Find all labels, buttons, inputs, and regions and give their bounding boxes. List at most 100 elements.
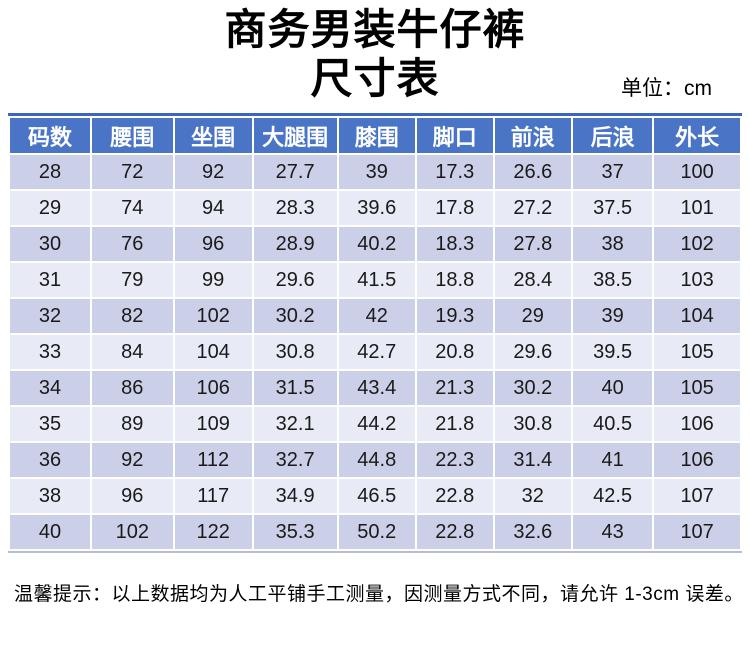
column-header-knee: 膝围	[338, 118, 415, 153]
table-cell: 28.4	[494, 263, 571, 297]
table-cell: 31.4	[494, 443, 571, 477]
table-cell: 72	[91, 155, 173, 189]
table-cell: 32.1	[253, 407, 337, 441]
table-cell: 33	[10, 335, 90, 369]
table-cell: 89	[91, 407, 173, 441]
table-cell: 32.7	[253, 443, 337, 477]
table-cell: 109	[174, 407, 252, 441]
table-row: 30 76 96 28.9 40.2 18.3 27.8 38 102	[10, 227, 740, 261]
size-table-body: 28 72 92 27.7 39 17.3 26.6 37 100 29 74 94 28.3 39.6 1…	[10, 155, 740, 549]
table-cell: 39.5	[573, 335, 653, 369]
table-row: 33 84 104 30.8 42.7 20.8 29.6 39.5 105	[10, 335, 740, 369]
table-cell: 42.5	[573, 479, 653, 513]
table-cell: 35	[10, 407, 90, 441]
table-cell: 34.9	[253, 479, 337, 513]
column-header-back-rise: 后浪	[573, 118, 653, 153]
table-cell: 35.3	[253, 515, 337, 549]
table-cell: 26.6	[494, 155, 571, 189]
table-cell: 30.2	[494, 371, 571, 405]
table-cell: 106	[174, 371, 252, 405]
table-cell: 22.3	[416, 443, 493, 477]
table-row: 35 89 109 32.1 44.2 21.8 30.8 40.5 106	[10, 407, 740, 441]
table-cell: 106	[654, 407, 740, 441]
table-cell: 29	[10, 191, 90, 225]
table-cell: 32	[494, 479, 571, 513]
table-row: 38 96 117 34.9 46.5 22.8 32 42.5 107	[10, 479, 740, 513]
table-cell: 39	[573, 299, 653, 333]
table-row: 34 86 106 31.5 43.4 21.3 30.2 40 105	[10, 371, 740, 405]
table-cell: 102	[654, 227, 740, 261]
table-cell: 40.2	[338, 227, 415, 261]
table-cell: 41	[573, 443, 653, 477]
table-cell: 27.7	[253, 155, 337, 189]
table-row: 29 74 94 28.3 39.6 17.8 27.2 37.5 101	[10, 191, 740, 225]
table-cell: 30.2	[253, 299, 337, 333]
table-cell: 104	[174, 335, 252, 369]
table-cell: 96	[174, 227, 252, 261]
table-cell: 38	[10, 479, 90, 513]
table-cell: 30.8	[253, 335, 337, 369]
column-header-thigh: 大腿围	[253, 118, 337, 153]
table-cell: 18.8	[416, 263, 493, 297]
table-cell: 43	[573, 515, 653, 549]
table-cell: 102	[91, 515, 173, 549]
table-cell: 29.6	[494, 335, 571, 369]
table-cell: 39.6	[338, 191, 415, 225]
table-cell: 99	[174, 263, 252, 297]
table-cell: 74	[91, 191, 173, 225]
column-header-size: 码数	[10, 118, 90, 153]
table-header-row: 码数 腰围 坐围 大腿围 膝围 脚口 前浪 后浪 外长	[10, 118, 740, 153]
table-cell: 28.9	[253, 227, 337, 261]
table-row: 40 102 122 35.3 50.2 22.8 32.6 43 107	[10, 515, 740, 549]
table-cell: 101	[654, 191, 740, 225]
table-cell: 30	[10, 227, 90, 261]
table-cell: 21.8	[416, 407, 493, 441]
table-cell: 21.3	[416, 371, 493, 405]
column-header-waist: 腰围	[91, 118, 173, 153]
table-cell: 86	[91, 371, 173, 405]
table-cell: 104	[654, 299, 740, 333]
table-row: 31 79 99 29.6 41.5 18.8 28.4 38.5 103	[10, 263, 740, 297]
table-cell: 19.3	[416, 299, 493, 333]
table-cell: 30.8	[494, 407, 571, 441]
measurement-note: 温馨提示：以上数据均为人工平铺手工测量，因测量方式不同，请允许 1-3cm 误差…	[14, 584, 744, 605]
table-cell: 50.2	[338, 515, 415, 549]
table-cell: 46.5	[338, 479, 415, 513]
table-cell: 29	[494, 299, 571, 333]
table-cell: 106	[654, 443, 740, 477]
table-cell: 31	[10, 263, 90, 297]
table-cell: 17.3	[416, 155, 493, 189]
table-cell: 112	[174, 443, 252, 477]
table-cell: 103	[654, 263, 740, 297]
table-cell: 40.5	[573, 407, 653, 441]
table-cell: 92	[174, 155, 252, 189]
table-cell: 44.8	[338, 443, 415, 477]
table-cell: 39	[338, 155, 415, 189]
table-cell: 42.7	[338, 335, 415, 369]
table-cell: 22.8	[416, 515, 493, 549]
table-cell: 107	[654, 479, 740, 513]
table-cell: 27.2	[494, 191, 571, 225]
table-row: 32 82 102 30.2 42 19.3 29 39 104	[10, 299, 740, 333]
table-cell: 44.2	[338, 407, 415, 441]
column-header-front-rise: 前浪	[494, 118, 571, 153]
table-cell: 37.5	[573, 191, 653, 225]
table-cell: 18.3	[416, 227, 493, 261]
table-cell: 41.5	[338, 263, 415, 297]
table-cell: 29.6	[253, 263, 337, 297]
table-row: 28 72 92 27.7 39 17.3 26.6 37 100	[10, 155, 740, 189]
table-cell: 17.8	[416, 191, 493, 225]
table-cell: 100	[654, 155, 740, 189]
table-cell: 32.6	[494, 515, 571, 549]
table-row: 36 92 112 32.7 44.8 22.3 31.4 41 106	[10, 443, 740, 477]
table-cell: 32	[10, 299, 90, 333]
column-header-leg-opening: 脚口	[416, 118, 493, 153]
unit-label: 单位：cm	[621, 77, 712, 100]
table-cell: 82	[91, 299, 173, 333]
table-cell: 76	[91, 227, 173, 261]
page-header: 商务男装牛仔裤 尺寸表 单位：cm	[0, 0, 750, 113]
table-cell: 31.5	[253, 371, 337, 405]
table-cell: 92	[91, 443, 173, 477]
table-cell: 105	[654, 371, 740, 405]
table-cell: 107	[654, 515, 740, 549]
